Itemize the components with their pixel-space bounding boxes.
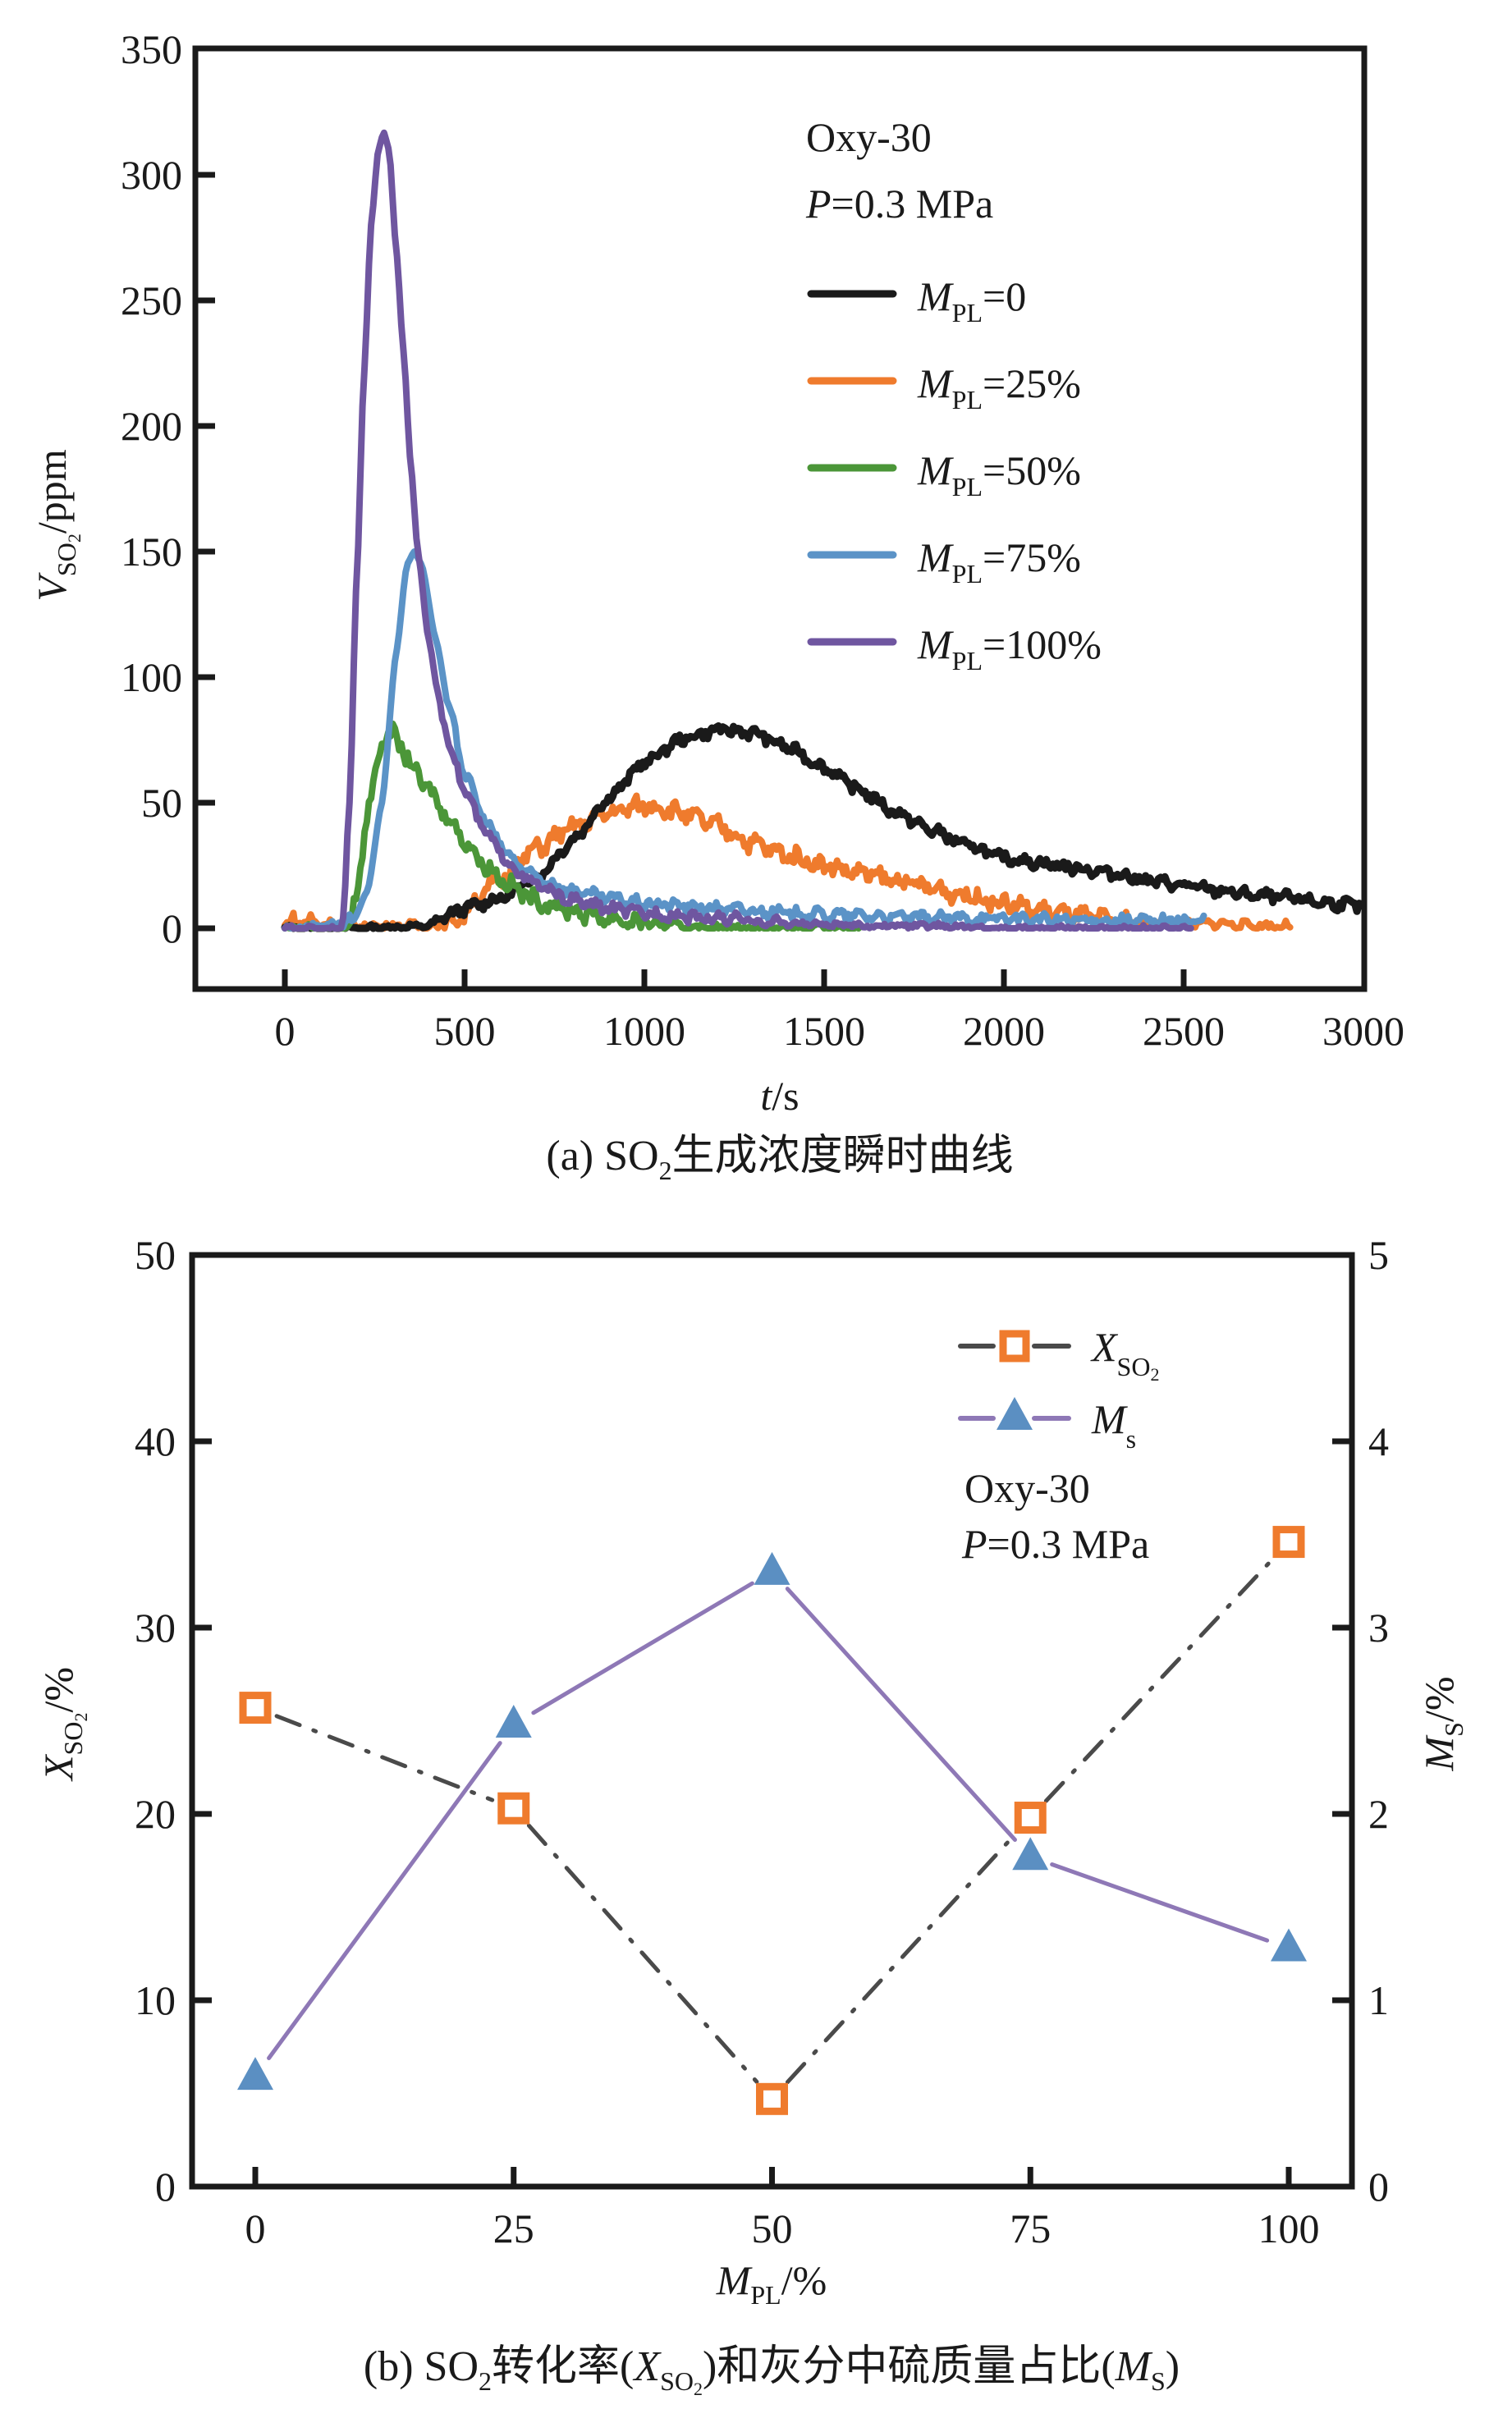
series-line-mpl-100	[282, 129, 1194, 932]
panel-a-legend: MPL=0 MPL=25% MPL=50% MPL=75% MPL=100%	[807, 273, 1102, 676]
panel-b-annotation-pressure: P=0.3 MPa	[961, 1521, 1149, 1567]
left-y-tick-label: 20	[135, 1791, 176, 1837]
series-line-mpl-25	[282, 792, 1294, 932]
xso2-data-point	[1014, 1802, 1047, 1834]
panel-b-left-y-axis-label: XSO2/%	[35, 1667, 91, 1782]
xso2-data-point	[756, 2082, 788, 2115]
x-tick-label: 100	[1258, 2205, 1320, 2251]
legend-marker-triangle	[997, 1397, 1033, 1430]
series-line-mpl-75	[282, 548, 1207, 932]
panel-b-annotation-condition: Oxy-30	[964, 1465, 1090, 1511]
y-tick-label: 250	[121, 277, 182, 323]
left-y-tick-label: 40	[135, 1418, 176, 1464]
x-tick-label: 3000	[1322, 1008, 1404, 1054]
panel-a-annotation-condition: Oxy-30	[806, 114, 932, 160]
ms-data-point	[237, 2057, 273, 2091]
panel-a-x-ticks: 0 500 1000 1500 2000 2500 3000	[275, 969, 1404, 1054]
legend-label: Ms	[1091, 1396, 1136, 1454]
right-y-tick-label: 3	[1368, 1605, 1389, 1651]
right-y-tick-label: 4	[1368, 1418, 1389, 1464]
xso2-data-point	[239, 1692, 272, 1724]
left-y-tick-label: 50	[135, 1232, 176, 1278]
panel-b-markers	[237, 1526, 1307, 2115]
x-tick-label: 500	[434, 1008, 496, 1054]
panel-b-right-y-ticks: 0 1 2 3 4 5	[1332, 1232, 1389, 2210]
ms-data-point	[754, 1551, 790, 1585]
xso2-line-segment	[785, 1832, 1017, 2085]
y-tick-label: 50	[141, 780, 182, 826]
xso2-data-point	[1272, 1526, 1305, 1559]
y-tick-label: 100	[121, 654, 182, 700]
x-tick-label: 2000	[963, 1008, 1045, 1054]
x-tick-label: 1500	[783, 1008, 865, 1054]
x-tick-label: 25	[493, 2205, 534, 2251]
y-tick-label: 350	[121, 26, 182, 72]
right-y-tick-label: 2	[1368, 1791, 1389, 1837]
xso2-line-segment	[526, 1823, 759, 2084]
x-tick-label: 2500	[1143, 1008, 1225, 1054]
panel-a-plot-frame	[192, 45, 1368, 992]
panel-b-lines	[267, 1556, 1276, 2085]
panel-b-legend: XSO2 Ms	[958, 1324, 1159, 1454]
right-y-tick-label: 5	[1368, 1232, 1389, 1278]
panel-a-caption: (a) SO2生成浓度瞬时曲线	[546, 1133, 1013, 1185]
ms-line-segment	[1050, 1862, 1270, 1943]
panel-a-curves	[281, 129, 1368, 932]
right-y-tick-label: 0	[1368, 2164, 1389, 2210]
panel-b-chart: 0 10 20 30 40 50 0 1 2 3 4 5 0 25 50 75 100 XSO2/% MS/…	[35, 1232, 1468, 2399]
panel-b-right-y-axis-label: MS/%	[1416, 1677, 1468, 1772]
left-y-tick-label: 10	[135, 1977, 176, 2023]
left-y-tick-label: 0	[155, 2164, 176, 2210]
legend-label: MPL=50%	[917, 447, 1081, 501]
ms-line-segment	[785, 1587, 1017, 1842]
x-tick-label: 0	[275, 1008, 296, 1054]
x-tick-label: 1000	[603, 1008, 685, 1054]
panel-a-y-ticks: 0 50 100 150 200 250 300 350	[121, 26, 215, 951]
panel-b-caption: (b) SO2转化率(XSO2)和灰分中硫质量占比(MS)	[364, 2343, 1180, 2399]
xso2-data-point	[497, 1792, 530, 1825]
x-tick-label: 0	[245, 2205, 266, 2251]
xso2-line-segment	[1043, 1556, 1276, 1803]
x-tick-label: 50	[752, 2205, 793, 2251]
y-tick-label: 0	[162, 905, 182, 951]
ms-data-point	[495, 1705, 532, 1738]
legend-label: MPL=75%	[917, 534, 1081, 589]
legend-label: MPL=25%	[917, 360, 1081, 414]
panel-a-chart: 0 50 100 150 200 250 300 350 0 500 1000 1500 2000 25…	[29, 26, 1404, 1185]
y-tick-label: 300	[121, 152, 182, 198]
series-line-mpl-0	[281, 722, 1368, 932]
panel-b-x-axis-label: MPL/%	[716, 2257, 827, 2310]
panel-b-x-ticks: 0 25 50 75 100	[245, 2167, 1320, 2251]
panel-a-x-axis-label: t/s	[760, 1073, 799, 1119]
ms-data-point	[1271, 1928, 1307, 1962]
panel-a-y-axis-label: VSO2/ppm	[29, 449, 85, 601]
right-y-tick-label: 1	[1368, 1977, 1389, 2023]
y-tick-label: 150	[121, 529, 182, 575]
panel-b-left-y-ticks: 0 10 20 30 40 50	[135, 1232, 212, 2210]
legend-label: MPL=0	[917, 273, 1026, 327]
ms-data-point	[1012, 1837, 1049, 1871]
ms-line-segment	[531, 1581, 754, 1715]
x-tick-label: 75	[1010, 2205, 1051, 2251]
legend-label: XSO2	[1090, 1324, 1159, 1385]
xso2-line-segment	[274, 1714, 495, 1802]
ms-line-segment	[267, 1741, 502, 2060]
left-y-tick-label: 30	[135, 1605, 176, 1651]
panel-b-plot-frame	[189, 1252, 1355, 2190]
y-tick-label: 200	[121, 403, 182, 449]
panel-a-annotation-pressure: P=0.3 MPa	[805, 181, 993, 227]
legend-marker-square	[999, 1330, 1030, 1363]
legend-label: MPL=100%	[917, 621, 1102, 676]
